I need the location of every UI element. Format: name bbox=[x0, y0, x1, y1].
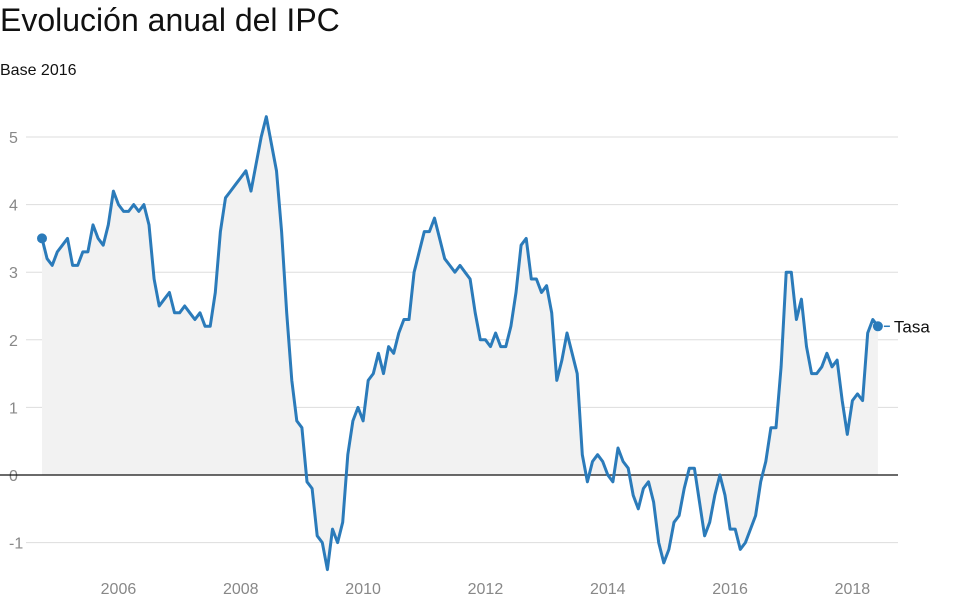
x-tick-label: 2018 bbox=[835, 581, 871, 598]
x-tick-label: 2006 bbox=[101, 581, 137, 598]
series-label: Tasa bbox=[894, 317, 930, 336]
x-tick-label: 2012 bbox=[468, 581, 504, 598]
y-tick-label: 2 bbox=[9, 333, 18, 350]
series-end-point bbox=[872, 321, 883, 332]
x-tick-label: 2008 bbox=[223, 581, 259, 598]
y-tick-label: -1 bbox=[9, 536, 23, 553]
y-tick-label: 5 bbox=[9, 130, 18, 147]
y-tick-label: 1 bbox=[9, 400, 18, 417]
y-tick-label: 3 bbox=[9, 265, 18, 282]
series-area bbox=[42, 116, 878, 570]
chart-title: Evolución anual del IPC bbox=[0, 2, 340, 38]
y-tick-label: 4 bbox=[9, 198, 18, 215]
chart-subtitle: Base 2016 bbox=[0, 62, 77, 79]
series-line bbox=[40, 115, 880, 572]
x-tick-label: 2010 bbox=[345, 581, 381, 598]
series-start-point bbox=[37, 233, 47, 244]
x-tick-label: 2014 bbox=[590, 581, 626, 598]
x-tick-label: 2016 bbox=[712, 581, 748, 598]
y-tick-label: 0 bbox=[9, 468, 18, 485]
